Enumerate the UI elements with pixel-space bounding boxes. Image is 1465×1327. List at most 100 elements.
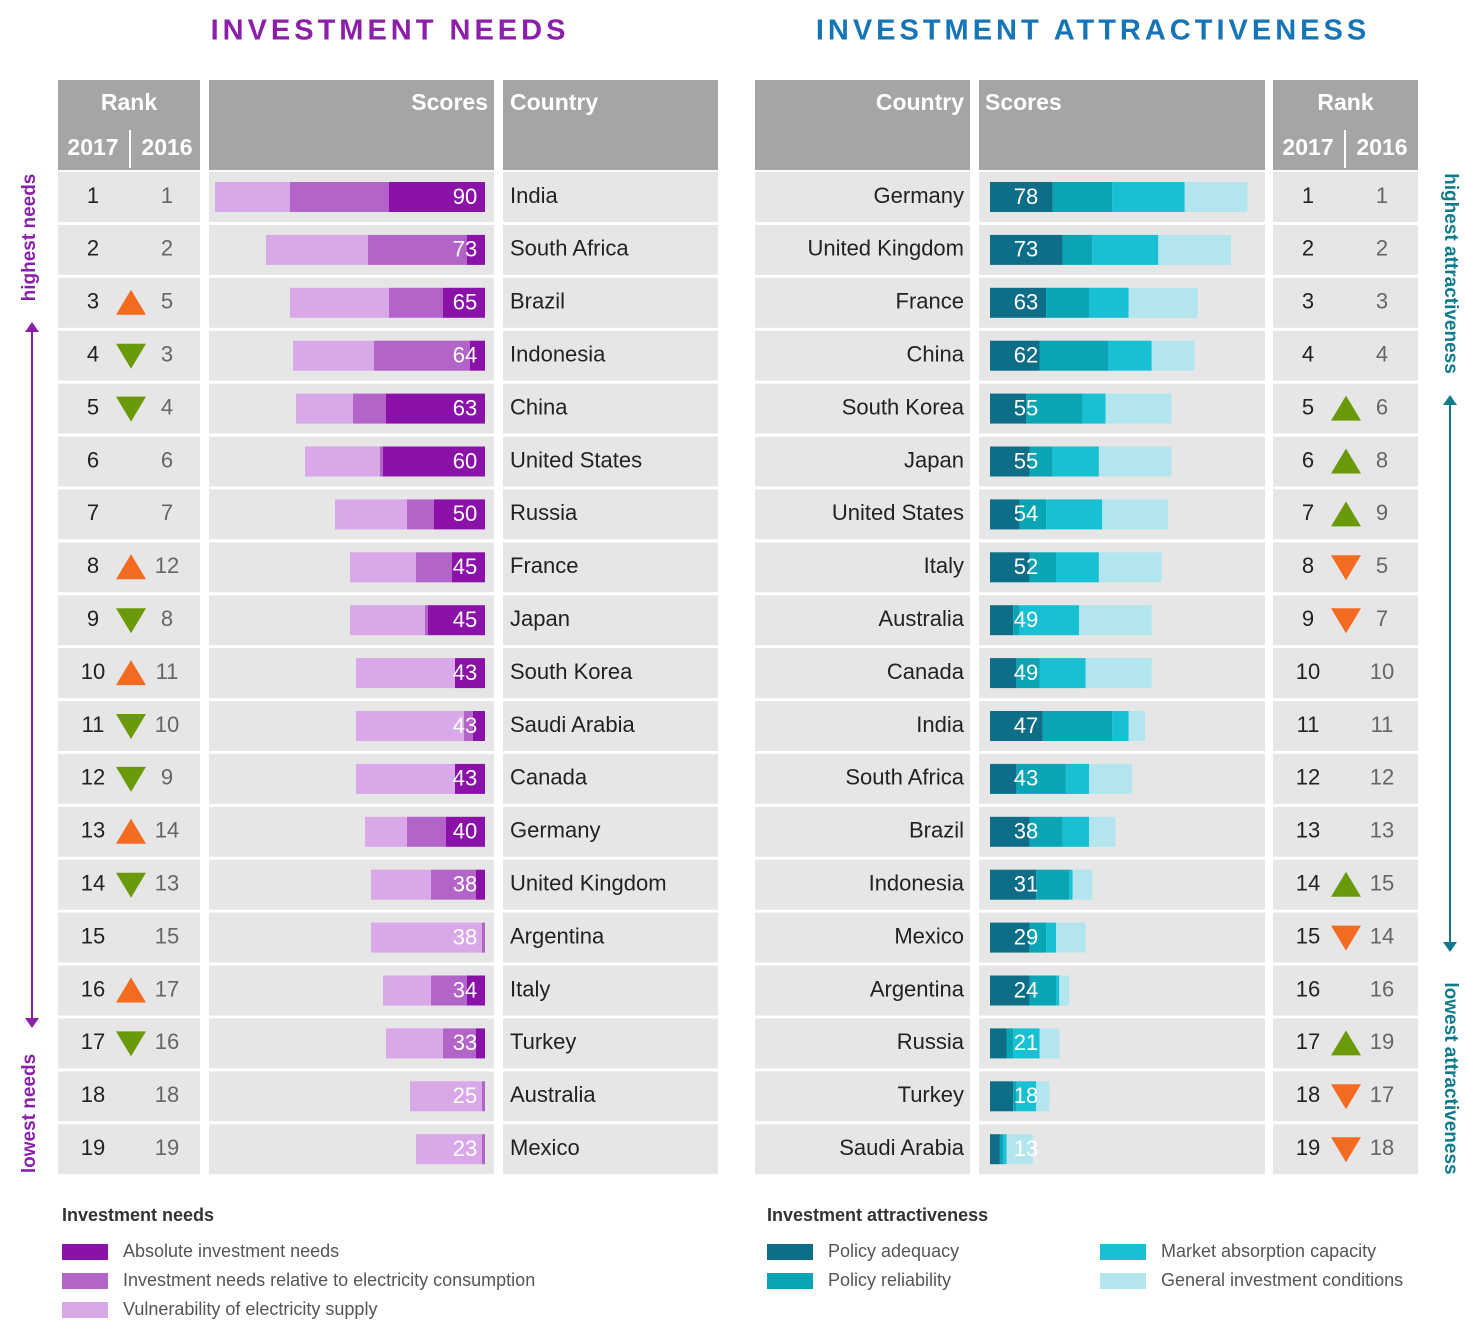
country-label: Brazil xyxy=(909,818,964,843)
country-label: South Africa xyxy=(510,236,629,261)
country-label: South Africa xyxy=(845,765,964,790)
rank-up-arrow xyxy=(116,977,146,1003)
bar-segment xyxy=(407,499,434,530)
row-cell xyxy=(503,859,718,910)
bar-segment xyxy=(215,182,290,212)
bar-segment xyxy=(1069,869,1073,900)
bar-segment xyxy=(1112,711,1129,741)
country-label: Italy xyxy=(510,976,550,1001)
rank-2016: 1 xyxy=(1376,183,1388,208)
bar-segment xyxy=(1046,922,1056,953)
score-label: 49 xyxy=(1014,607,1038,632)
country-label: Russia xyxy=(897,1029,965,1054)
bar-segment xyxy=(452,552,485,583)
score-label: 90 xyxy=(453,184,477,209)
rank-down-arrow xyxy=(116,766,146,792)
score-label: 21 xyxy=(1014,1030,1038,1055)
bar-segment xyxy=(371,922,482,953)
rank-2016: 10 xyxy=(1370,659,1394,684)
score-label: 49 xyxy=(1014,660,1038,685)
row-cell xyxy=(503,648,718,699)
legend-swatch xyxy=(1100,1244,1146,1260)
score-label: 63 xyxy=(453,395,477,420)
bar-segment xyxy=(990,1081,1014,1112)
bar-segment xyxy=(446,816,485,847)
chart-title: INVESTMENT NEEDS xyxy=(211,15,570,47)
country-label: Canada xyxy=(510,765,588,790)
rank-2017: 17 xyxy=(81,1029,105,1054)
rank-down-arrow xyxy=(116,714,146,739)
country-label: Japan xyxy=(510,606,570,631)
rank-header: Rank xyxy=(101,89,157,115)
rank-2016: 4 xyxy=(161,394,173,419)
rank-2016: 5 xyxy=(161,289,173,314)
country-label: Mexico xyxy=(894,923,964,948)
country-label: Turkey xyxy=(898,1082,964,1107)
row-cell xyxy=(503,330,718,381)
country-label: Australia xyxy=(878,606,964,631)
rank-2016: 14 xyxy=(1370,923,1394,948)
row-cell xyxy=(503,224,718,275)
country-label: China xyxy=(907,342,965,367)
bar-segment xyxy=(1128,711,1146,741)
rank-2017: 5 xyxy=(87,394,99,419)
row-cell xyxy=(503,753,718,804)
rank-2016: 9 xyxy=(1376,500,1388,525)
bar-segment xyxy=(356,711,464,741)
bar-segment xyxy=(386,1028,443,1059)
country-label: Russia xyxy=(510,500,578,525)
row-cell xyxy=(503,172,718,222)
bar-segment xyxy=(1079,605,1152,636)
arrow-head xyxy=(1443,395,1457,405)
bar-segment xyxy=(1072,869,1093,900)
country-label: China xyxy=(510,394,568,419)
header-cell xyxy=(209,80,494,170)
row-cell xyxy=(503,701,718,751)
rank-down-arrow xyxy=(1331,608,1361,634)
row-cell xyxy=(58,172,200,222)
bar-segment xyxy=(425,605,428,636)
bar-segment xyxy=(990,605,1014,636)
rank-2017: 14 xyxy=(81,871,105,896)
legend-label: General investment conditions xyxy=(1161,1270,1403,1290)
bar-segment xyxy=(455,763,485,794)
bar-segment xyxy=(1003,1134,1007,1165)
bar-segment xyxy=(290,182,389,212)
rank-2017: 16 xyxy=(1296,976,1320,1001)
row-cell xyxy=(755,806,970,857)
rank-2017: 2 xyxy=(87,236,99,261)
score-label: 29 xyxy=(1014,924,1038,949)
rank-2016: 14 xyxy=(155,818,179,843)
row-cell xyxy=(755,1018,970,1069)
score-label: 43 xyxy=(453,660,477,685)
bar-segment xyxy=(990,869,1037,900)
score-label: 25 xyxy=(453,1083,477,1108)
score-label: 45 xyxy=(453,607,477,632)
row-cell xyxy=(503,277,718,328)
year-header: 2016 xyxy=(1356,134,1407,160)
bar-segment xyxy=(1039,658,1086,689)
legend-title: Investment needs xyxy=(62,1205,214,1225)
country-label: France xyxy=(510,553,578,578)
bar-segment xyxy=(1046,499,1103,530)
rank-up-arrow xyxy=(1331,1030,1361,1056)
header-cell xyxy=(979,80,1265,170)
rank-down-arrow xyxy=(1331,925,1361,951)
bar-segment xyxy=(1006,1028,1014,1059)
country-label: South Korea xyxy=(510,659,633,684)
bar-segment xyxy=(467,234,485,265)
bar-segment xyxy=(1098,446,1172,477)
bar-segment xyxy=(383,975,431,1006)
bar-segment xyxy=(1059,975,1070,1006)
rank-2017: 10 xyxy=(1296,659,1320,684)
bar-segment xyxy=(1006,1134,1033,1165)
country-label: United Kingdom xyxy=(807,236,964,261)
bar-segment xyxy=(1108,340,1152,371)
rank-2016: 19 xyxy=(155,1135,179,1160)
rank-header: Rank xyxy=(1317,89,1373,115)
rank-2016: 17 xyxy=(155,976,179,1001)
bar-segment xyxy=(1026,393,1083,424)
row-cell xyxy=(755,648,970,699)
country-header: Country xyxy=(876,89,964,115)
rank-2017: 11 xyxy=(82,712,105,737)
